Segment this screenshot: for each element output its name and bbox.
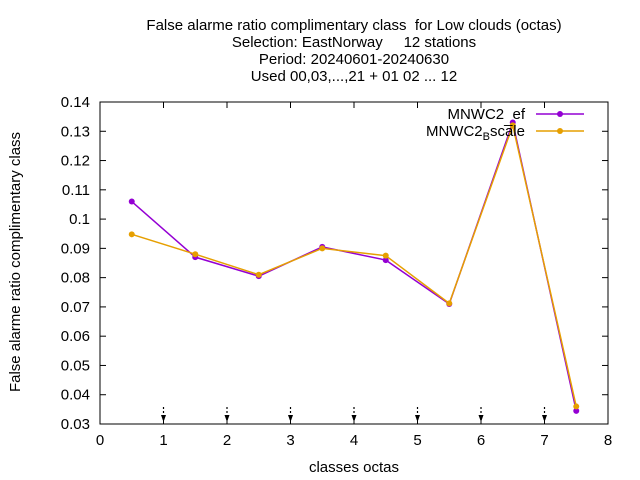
legend-label: MNWC2_ef xyxy=(447,106,525,127)
x-tick-label: 3 xyxy=(286,432,294,449)
legend-label: MNWC2Bscale xyxy=(426,123,525,143)
y-tick-label: 0.06 xyxy=(61,328,90,345)
legend-marker xyxy=(557,128,563,134)
y-tick-label: 0.09 xyxy=(61,240,90,257)
arrow-marker-head xyxy=(161,415,166,422)
series-line xyxy=(131,122,577,407)
data-point xyxy=(382,252,389,259)
x-tick-label: 0 xyxy=(96,432,104,449)
x-tick-label: 5 xyxy=(413,432,421,449)
y-axis-label: False alarme ratio complimentary class xyxy=(7,132,24,392)
data-point xyxy=(255,271,262,278)
x-tick-label: 8 xyxy=(604,432,612,449)
x-tick-label: 4 xyxy=(350,432,358,449)
data-point xyxy=(573,403,580,410)
data-point xyxy=(128,198,135,205)
y-tick-label: 0.08 xyxy=(61,270,90,287)
chart-title-line-4: Used 00,03,...,21 + 01 02 ... 12 xyxy=(250,68,458,85)
arrow-marker-head xyxy=(224,415,230,422)
y-tick-label: 0.07 xyxy=(61,299,90,316)
data-point xyxy=(192,251,199,258)
chart-title-line-3: Period: 20240601-20240630 xyxy=(258,51,450,68)
arrow-marker-head xyxy=(542,415,547,422)
chart-title-line-2: Selection: EastNorway 12 stations xyxy=(231,34,477,51)
y-tick-label: 0.04 xyxy=(61,387,90,404)
data-point xyxy=(128,231,135,238)
data-point xyxy=(382,257,389,264)
arrow-marker-head xyxy=(478,415,484,422)
arrow-marker-head xyxy=(351,415,357,422)
chart-title-line-1: False alarme ratio complimentary class f… xyxy=(146,17,562,34)
series-line xyxy=(131,119,577,411)
y-tick-label: 0.12 xyxy=(61,153,90,170)
series-layer xyxy=(128,119,580,414)
data-point xyxy=(319,245,326,252)
y-tick-label: 0.1 xyxy=(69,211,90,228)
y-tick-label: 0.03 xyxy=(61,416,90,433)
legend-marker xyxy=(557,111,563,117)
arrow-markers xyxy=(161,407,547,422)
data-point xyxy=(509,122,516,129)
y-tick-label: 0.05 xyxy=(61,357,90,374)
arrow-marker-head xyxy=(288,415,293,422)
x-tick-label: 2 xyxy=(223,432,231,449)
data-point xyxy=(446,300,453,307)
x-tick-label: 7 xyxy=(540,432,548,449)
plot-border xyxy=(99,101,609,425)
y-tick-label: 0.14 xyxy=(61,94,90,111)
y-tick-label: 0.13 xyxy=(61,123,90,140)
x-axis-label: classes octas xyxy=(309,459,399,476)
data-point xyxy=(573,407,580,414)
x-tick-label: 1 xyxy=(159,432,167,449)
arrow-marker-head xyxy=(415,415,420,422)
plot-area: 0.03 0.04 0.05 0.06 0.07 0.08 0.09 0.1 0.11 0.12 0… xyxy=(61,94,612,449)
y-tick-label: 0.11 xyxy=(62,182,90,199)
x-tick-label: 6 xyxy=(477,432,485,449)
